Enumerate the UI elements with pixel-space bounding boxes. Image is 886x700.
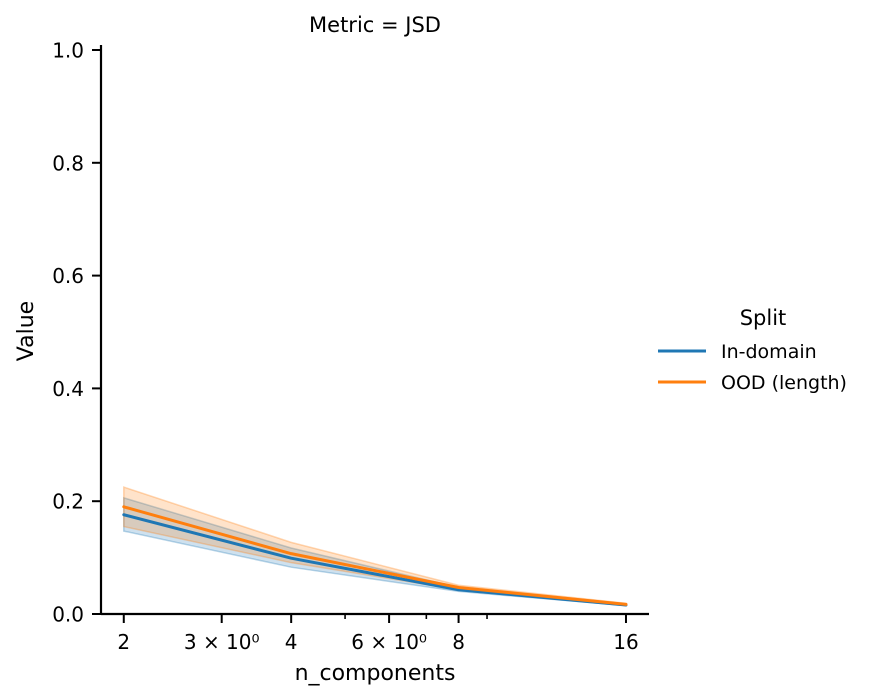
x-tick-label-0: 2 <box>117 630 130 654</box>
x-tick-label-3: 6 × 10⁰ <box>351 630 427 654</box>
y-tick-label-0: 0.0 <box>52 603 84 627</box>
y-axis: 0.0 0.2 0.4 0.6 0.8 1.0 <box>52 39 103 627</box>
x-tick-label-4: 8 <box>452 630 465 654</box>
y-tick-label-2: 0.4 <box>52 377 84 401</box>
x-tick-label-1: 3 × 10⁰ <box>184 630 260 654</box>
legend: Split In-domain OOD (length) <box>658 306 847 394</box>
y-axis-label: Value <box>14 301 39 361</box>
chart-title: Metric = JSD <box>309 13 441 37</box>
x-axis: 2 3 × 10⁰ 4 6 × 10⁰ 8 16 <box>101 612 649 654</box>
confidence-bands <box>123 486 627 607</box>
legend-label-0: In-domain <box>721 341 817 363</box>
y-tick-label-3: 0.6 <box>52 264 84 288</box>
x-tick-label-5: 16 <box>613 630 638 654</box>
legend-title: Split <box>740 306 787 330</box>
series-line-1 <box>122 505 628 606</box>
legend-label-1: OOD (length) <box>721 372 847 394</box>
x-tick-label-2: 4 <box>285 630 298 654</box>
y-tick-label-5: 1.0 <box>52 39 84 63</box>
y-tick-label-1: 0.2 <box>52 490 84 514</box>
series-lines <box>122 505 628 607</box>
y-tick-label-4: 0.8 <box>52 151 84 175</box>
x-axis-label: n_components <box>295 661 456 686</box>
